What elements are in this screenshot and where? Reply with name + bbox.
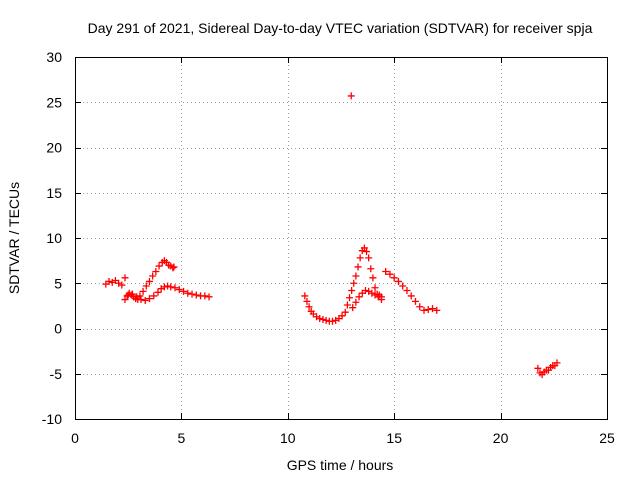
data-point bbox=[355, 293, 363, 301]
data-point bbox=[352, 272, 360, 280]
data-point bbox=[407, 292, 415, 300]
x-tick-label: 25 bbox=[599, 430, 615, 446]
data-point bbox=[133, 293, 141, 301]
x-axis-label: GPS time / hours bbox=[287, 457, 394, 473]
data-point bbox=[390, 274, 398, 282]
data-point bbox=[420, 306, 428, 314]
data-point bbox=[205, 293, 213, 301]
data-point bbox=[360, 244, 368, 252]
data-point bbox=[361, 286, 369, 294]
data-point bbox=[169, 264, 177, 272]
data-point bbox=[319, 315, 327, 323]
y-tick-label: 10 bbox=[46, 230, 62, 246]
data-point bbox=[128, 290, 136, 298]
data-point bbox=[305, 303, 313, 311]
x-tick-label: 15 bbox=[386, 430, 402, 446]
data-point bbox=[184, 289, 192, 297]
data-point bbox=[433, 306, 441, 314]
data-point bbox=[170, 263, 178, 271]
data-point bbox=[338, 312, 346, 320]
data-point bbox=[201, 292, 209, 300]
plot-frame bbox=[75, 57, 608, 420]
data-point bbox=[192, 291, 200, 299]
data-point bbox=[118, 281, 126, 289]
data-point bbox=[121, 274, 129, 282]
data-point bbox=[354, 263, 362, 271]
data-point bbox=[322, 316, 330, 324]
data-point bbox=[382, 267, 390, 275]
y-tick-label: 0 bbox=[54, 321, 62, 337]
y-tick-label: -5 bbox=[50, 366, 63, 382]
y-tick-label: 5 bbox=[54, 275, 62, 291]
data-point bbox=[155, 262, 163, 270]
data-point bbox=[142, 282, 150, 290]
data-point bbox=[139, 287, 147, 295]
data-point bbox=[105, 277, 113, 285]
data-point bbox=[171, 284, 179, 292]
data-point bbox=[367, 265, 375, 273]
data-point bbox=[180, 287, 188, 295]
y-tick-label: 30 bbox=[46, 49, 62, 65]
data-point bbox=[369, 274, 377, 282]
data-point bbox=[553, 359, 561, 367]
data-point bbox=[348, 286, 356, 294]
y-tick-label: 15 bbox=[46, 185, 62, 201]
data-point bbox=[316, 315, 324, 323]
data-point bbox=[124, 291, 132, 299]
data-points bbox=[102, 92, 561, 379]
data-point bbox=[150, 292, 158, 300]
data-point bbox=[343, 301, 351, 309]
data-point bbox=[377, 296, 385, 304]
y-tick-label: 20 bbox=[46, 140, 62, 156]
data-point bbox=[303, 297, 311, 305]
data-point bbox=[429, 305, 437, 313]
data-point bbox=[121, 296, 129, 304]
data-point bbox=[188, 290, 196, 298]
data-point bbox=[341, 308, 349, 316]
data-point bbox=[416, 303, 424, 311]
data-point bbox=[328, 317, 336, 325]
data-point bbox=[346, 294, 354, 302]
data-point bbox=[141, 296, 149, 304]
chart-title: Day 291 of 2021, Sidereal Day-to-day VTE… bbox=[88, 20, 593, 36]
data-point bbox=[149, 272, 157, 280]
x-tick-labels: 0 5 10 15 20 25 bbox=[71, 430, 615, 446]
data-point bbox=[352, 298, 360, 306]
data-point bbox=[399, 282, 407, 290]
data-point bbox=[386, 270, 394, 278]
data-point bbox=[145, 295, 153, 303]
y-tick-label: 25 bbox=[46, 94, 62, 110]
data-point bbox=[424, 305, 432, 313]
data-point bbox=[411, 297, 419, 305]
data-point bbox=[137, 296, 145, 304]
data-point bbox=[160, 283, 168, 291]
data-point bbox=[167, 283, 175, 291]
x-tick-label: 10 bbox=[280, 430, 296, 446]
y-tick-labels: -10 -5 0 5 10 15 20 25 30 bbox=[42, 49, 62, 427]
data-point bbox=[301, 292, 309, 300]
grid bbox=[75, 57, 607, 419]
y-tick-label: -10 bbox=[42, 411, 62, 427]
x-tick-label: 0 bbox=[71, 430, 79, 446]
x-tick-label: 20 bbox=[493, 430, 509, 446]
data-point bbox=[175, 286, 183, 294]
data-point bbox=[365, 254, 373, 262]
data-point bbox=[145, 277, 153, 285]
x-tick-label: 5 bbox=[178, 430, 186, 446]
data-point bbox=[363, 248, 371, 256]
data-point bbox=[349, 304, 357, 312]
data-point bbox=[154, 288, 162, 296]
data-point bbox=[356, 254, 364, 262]
data-point bbox=[534, 364, 542, 372]
data-point bbox=[403, 286, 411, 294]
data-point bbox=[164, 282, 172, 290]
data-point bbox=[350, 279, 358, 287]
data-point bbox=[371, 284, 379, 292]
data-point bbox=[136, 292, 144, 300]
data-point bbox=[152, 267, 160, 275]
data-point bbox=[347, 92, 355, 100]
y-axis-label: SDTVAR / TECUs bbox=[6, 182, 22, 294]
data-point bbox=[394, 277, 402, 285]
